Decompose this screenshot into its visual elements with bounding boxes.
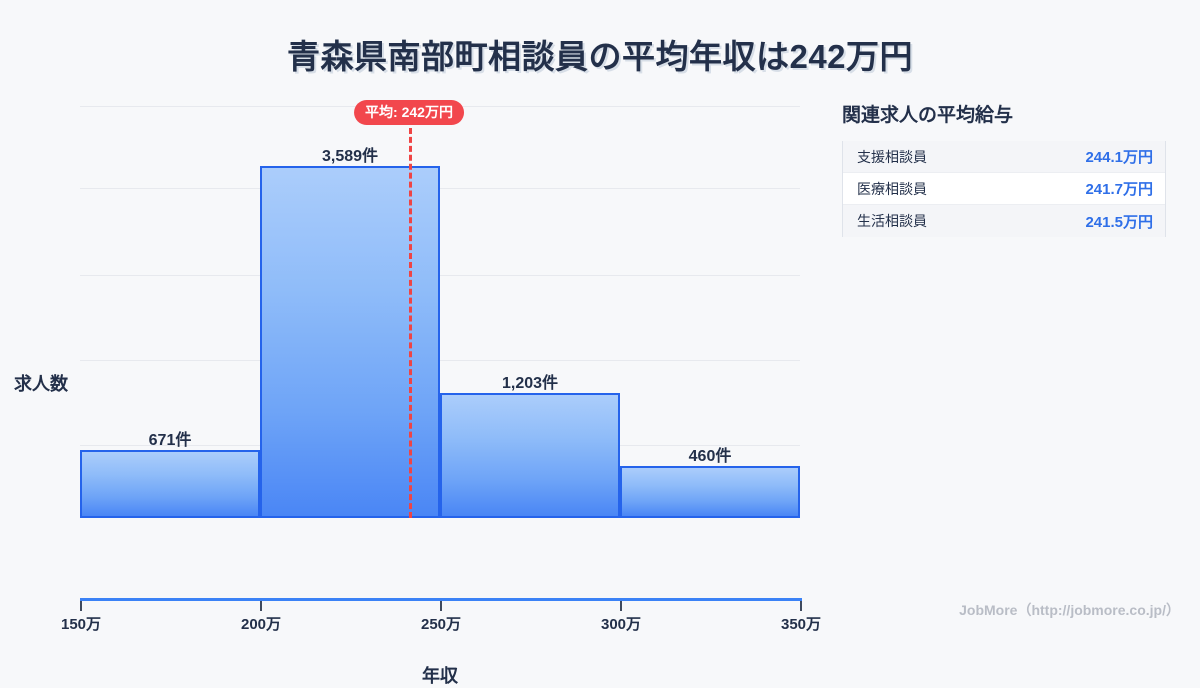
x-axis-tick [260, 601, 262, 611]
histogram-bar[interactable] [80, 450, 260, 518]
histogram-chart: 求人数 671件 3,589件 1,203件 460件 平均: 242万円 15… [0, 90, 840, 686]
x-axis-tick-label: 350万 [780, 616, 822, 633]
gridline [80, 360, 800, 361]
x-axis-line [80, 598, 802, 601]
table-row[interactable]: 生活相談員 241.5万円 [843, 205, 1165, 237]
bar-value-label: 1,203件 [501, 375, 559, 392]
related-salary-title: 関連求人の平均給与 [842, 105, 1014, 126]
page-title: 青森県南部町相談員の平均年収は242万円 [286, 38, 914, 75]
y-axis-title: 求人数 [14, 374, 68, 394]
table-row-value: 241.7万円 [1085, 181, 1153, 198]
gridline [80, 188, 800, 189]
histogram-bar[interactable] [440, 393, 620, 518]
histogram-bar[interactable] [620, 466, 800, 518]
infographic-root: 青森県南部町相談員の平均年収は242万円 求人数 671件 3,589件 1,2… [0, 38, 1180, 686]
x-axis-tick-label: 300万 [600, 616, 642, 633]
plot-area [80, 98, 800, 518]
table-row[interactable]: 医療相談員 241.7万円 [843, 173, 1165, 205]
histogram-bar[interactable] [260, 166, 440, 518]
related-salary-panel: 関連求人の平均給与 支援相談員 244.1万円 医療相談員 241.7万円 生活… [838, 100, 1178, 237]
x-axis-tick [800, 601, 802, 611]
bar-value-label: 460件 [688, 448, 732, 465]
average-badge: 平均: 242万円 [354, 100, 464, 125]
footer-watermark: JobMore（http://jobmore.co.jp/） [959, 602, 1180, 618]
x-axis-tick-label: 150万 [60, 616, 102, 633]
table-row[interactable]: 支援相談員 244.1万円 [843, 141, 1165, 173]
average-line [409, 128, 412, 518]
bar-value-label: 3,589件 [321, 148, 379, 165]
x-axis-tick [80, 601, 82, 611]
table-row-label: 医療相談員 [857, 180, 927, 197]
bar-value-label: 671件 [148, 432, 192, 449]
x-axis-tick [440, 601, 442, 611]
x-axis-tick-label: 250万 [420, 616, 462, 633]
related-salary-table: 支援相談員 244.1万円 医療相談員 241.7万円 生活相談員 241.5万… [842, 141, 1166, 237]
table-row-label: 支援相談員 [857, 148, 927, 165]
x-axis-tick [620, 601, 622, 611]
table-row-value: 241.5万円 [1085, 213, 1153, 231]
x-axis-title: 年収 [422, 666, 458, 686]
x-axis-tick-label: 200万 [240, 616, 282, 633]
table-row-value: 244.1万円 [1085, 149, 1153, 166]
table-row-label: 生活相談員 [857, 213, 927, 229]
gridline [80, 275, 800, 276]
